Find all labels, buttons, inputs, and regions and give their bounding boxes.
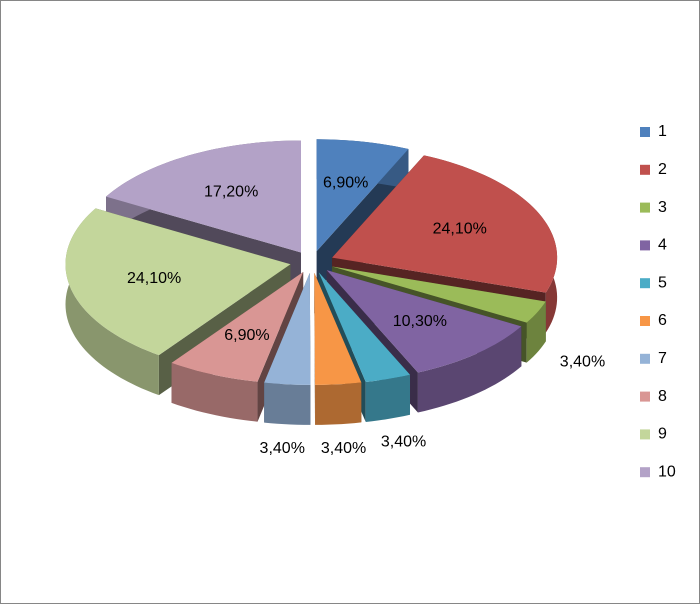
slice-group — [171, 272, 304, 422]
slice-group — [314, 272, 362, 425]
data-label: 17,20% — [204, 184, 258, 201]
data-label: 24,10% — [433, 221, 487, 238]
data-label: 3,40% — [381, 434, 426, 451]
slice — [106, 140, 301, 253]
legend-swatch — [640, 353, 650, 364]
slice — [318, 272, 411, 382]
slice-wall — [171, 362, 258, 422]
data-label: 3,40% — [560, 354, 605, 371]
slice — [316, 139, 409, 252]
slice-wall — [526, 301, 546, 363]
slice — [332, 155, 558, 293]
legend-label: 1 — [658, 123, 667, 140]
legend: 1 2 3 4 5 6 7 8 9 10 — [640, 123, 676, 480]
slice — [326, 270, 522, 373]
legend-label: 3 — [658, 199, 667, 216]
legend-label: 4 — [658, 237, 667, 254]
legend-swatch — [640, 240, 650, 251]
legend-label: 6 — [658, 312, 667, 329]
slice — [264, 272, 311, 385]
legend-label: 8 — [658, 388, 667, 405]
legend-swatch — [640, 164, 650, 175]
data-label: 10,30% — [393, 313, 447, 330]
slice — [171, 272, 304, 382]
legend-label: 10 — [658, 463, 676, 480]
data-label: 3,40% — [321, 440, 366, 457]
legend-swatch — [640, 429, 650, 440]
legend-swatch — [640, 127, 650, 137]
legend-swatch — [640, 316, 650, 326]
slice-wall — [264, 382, 311, 425]
legend-label: 5 — [658, 274, 667, 291]
slice-side — [314, 272, 316, 425]
slice-wall — [65, 208, 159, 396]
pie: 6,90% 24,10% 3,40% 10,30% 3,40% 3,40% 3,40% 6,9… — [65, 139, 605, 457]
legend-swatch — [640, 391, 650, 402]
slice-wall — [315, 382, 362, 425]
data-label: 24,10% — [127, 270, 181, 287]
legend-label: 2 — [658, 161, 667, 178]
legend-swatch — [640, 467, 650, 478]
slice — [65, 208, 291, 356]
data-label: 6,90% — [224, 327, 269, 344]
slice — [314, 272, 362, 385]
slice-group — [264, 272, 311, 425]
legend-label: 7 — [658, 350, 667, 367]
slice-wall — [417, 326, 522, 413]
legend-swatch — [640, 202, 650, 213]
data-label: 3,40% — [260, 440, 305, 457]
slice — [332, 266, 546, 323]
legend-swatch — [640, 278, 650, 289]
slice-wall — [365, 374, 411, 422]
legend-label: 9 — [658, 426, 667, 443]
data-label: 6,90% — [323, 175, 368, 192]
